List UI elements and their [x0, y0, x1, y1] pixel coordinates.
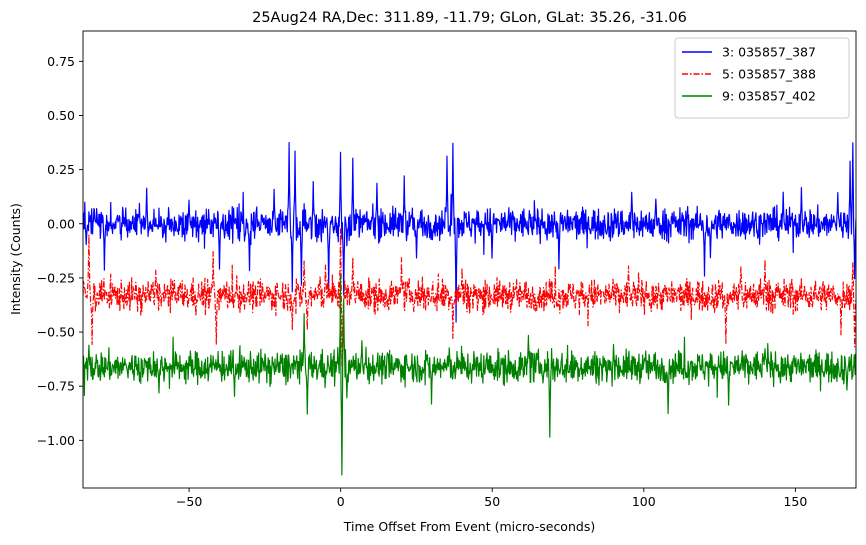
x-tick-label: 50: [484, 494, 500, 509]
legend: 3: 035857_387 5: 035857_388 9: 035857_40…: [674, 37, 850, 119]
legend-label: 5: 035857_388: [722, 67, 816, 82]
legend-item: 3: 035857_387: [682, 45, 816, 60]
series-line: [83, 142, 856, 323]
y-tick-label: 0.25: [47, 162, 75, 177]
x-axis-label: Time Offset From Event (micro-seconds): [343, 519, 595, 534]
plot-frame: [82, 30, 857, 489]
legend-frame: [674, 37, 850, 119]
x-axis-ticks: −50 0 50 100 150: [176, 488, 807, 509]
y-tick-label: 0.00: [47, 216, 75, 231]
x-tick-label: 150: [783, 494, 807, 509]
series-line: [83, 228, 856, 367]
chart-title: 25Aug24 RA,Dec: 311.89, -11.79; GLon, GL…: [252, 10, 687, 26]
x-tick-label: 100: [632, 494, 656, 509]
series-line: [83, 275, 856, 476]
legend-label: 3: 035857_387: [722, 45, 816, 60]
y-tick-label: 0.50: [47, 108, 75, 123]
legend-item: 5: 035857_388: [682, 67, 816, 82]
y-tick-label: −0.25: [37, 270, 75, 285]
y-tick-label: −0.75: [37, 379, 75, 394]
y-tick-label: −0.50: [37, 325, 75, 340]
x-tick-label: 0: [337, 494, 345, 509]
y-tick-label: 0.75: [47, 54, 75, 69]
y-axis-ticks: 0.75 0.50 0.25 0.00 −0.25 −0.50 −0.75 −1.00: [37, 54, 83, 448]
y-tick-label: −1.00: [37, 433, 75, 448]
legend-item: 9: 035857_402: [682, 89, 816, 104]
legend-label: 9: 035857_402: [722, 89, 816, 104]
x-tick-label: −50: [176, 494, 202, 509]
y-axis-label: Intensity (Counts): [8, 203, 23, 315]
series-layer: [83, 142, 856, 476]
